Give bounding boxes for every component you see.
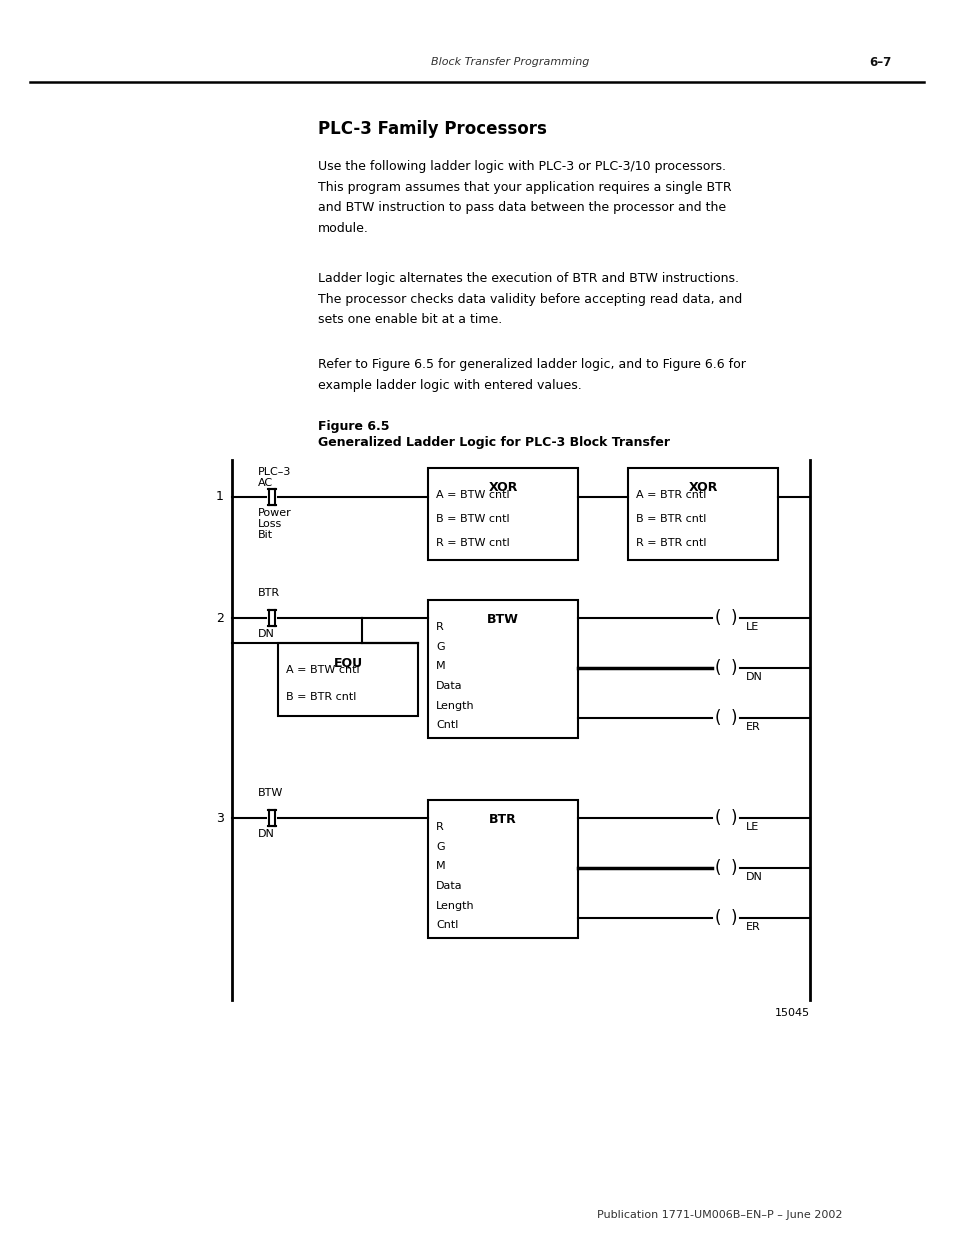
Text: G: G: [436, 642, 444, 652]
Text: BTR: BTR: [257, 588, 280, 598]
Text: Ladder logic alternates the execution of BTR and BTW instructions.
The processor: Ladder logic alternates the execution of…: [317, 272, 741, 326]
Text: DN: DN: [257, 629, 274, 638]
Text: XOR: XOR: [488, 480, 517, 494]
Text: Length: Length: [436, 900, 475, 910]
Text: AC: AC: [257, 478, 273, 488]
Text: A = BTR cntl: A = BTR cntl: [636, 490, 705, 500]
Text: (: (: [714, 659, 720, 677]
Text: Cntl: Cntl: [436, 920, 457, 930]
Text: Use the following ladder logic with PLC-3 or PLC-3/10 processors.
This program a: Use the following ladder logic with PLC-…: [317, 161, 731, 235]
Text: Cntl: Cntl: [436, 720, 457, 730]
Text: Data: Data: [436, 680, 462, 692]
Text: BTR: BTR: [489, 813, 517, 826]
Text: 15045: 15045: [774, 1008, 809, 1018]
Bar: [428, 468, 578, 559]
Text: Data: Data: [436, 881, 462, 890]
Text: R: R: [436, 622, 443, 632]
Text: BTW: BTW: [257, 788, 283, 798]
Text: Bit: Bit: [257, 530, 273, 540]
Text: (: (: [714, 609, 720, 627]
Text: 1: 1: [216, 490, 224, 504]
Text: ): ): [730, 659, 737, 677]
Bar: [428, 600, 578, 739]
Text: G: G: [436, 842, 444, 852]
Text: Refer to Figure 6.5 for generalized ladder logic, and to Figure 6.6 for
example : Refer to Figure 6.5 for generalized ladd…: [317, 358, 745, 391]
Text: ER: ER: [745, 923, 760, 932]
Text: (: (: [714, 909, 720, 927]
Text: PLC–3: PLC–3: [257, 467, 291, 477]
Text: ): ): [730, 909, 737, 927]
Text: 3: 3: [216, 811, 224, 825]
Text: B = BTW cntl: B = BTW cntl: [436, 514, 509, 524]
Bar: [277, 643, 417, 716]
Text: ): ): [730, 860, 737, 877]
Text: M: M: [436, 861, 445, 872]
Text: DN: DN: [745, 672, 762, 682]
Text: Block Transfer Programming: Block Transfer Programming: [431, 57, 589, 67]
Text: A = BTW cntl: A = BTW cntl: [286, 664, 359, 676]
Text: Length: Length: [436, 700, 475, 710]
Text: ER: ER: [745, 722, 760, 732]
Text: EQU: EQU: [334, 656, 362, 669]
Text: R = BTW cntl: R = BTW cntl: [436, 538, 509, 548]
Text: ): ): [730, 809, 737, 827]
Text: Publication 1771-UM006B–EN–P – June 2002: Publication 1771-UM006B–EN–P – June 2002: [597, 1210, 841, 1220]
Text: PLC-3 Family Processors: PLC-3 Family Processors: [317, 120, 546, 138]
Text: M: M: [436, 661, 445, 672]
Text: Loss: Loss: [257, 519, 282, 529]
Text: Figure 6.5: Figure 6.5: [317, 420, 389, 433]
Text: Generalized Ladder Logic for PLC-3 Block Transfer: Generalized Ladder Logic for PLC-3 Block…: [317, 436, 669, 450]
Text: (: (: [714, 860, 720, 877]
Text: R = BTR cntl: R = BTR cntl: [636, 538, 706, 548]
Text: (: (: [714, 809, 720, 827]
Text: (: (: [714, 709, 720, 727]
Text: B = BTR cntl: B = BTR cntl: [286, 692, 356, 701]
Text: Power: Power: [257, 508, 292, 517]
Text: BTW: BTW: [487, 613, 518, 626]
Text: XOR: XOR: [688, 480, 717, 494]
Text: A = BTW cntl: A = BTW cntl: [436, 490, 509, 500]
Text: LE: LE: [745, 823, 759, 832]
Bar: [428, 800, 578, 939]
Text: DN: DN: [745, 872, 762, 882]
Bar: [627, 468, 778, 559]
Text: DN: DN: [257, 829, 274, 839]
Text: R: R: [436, 823, 443, 832]
Text: LE: LE: [745, 622, 759, 632]
Text: ): ): [730, 609, 737, 627]
Text: B = BTR cntl: B = BTR cntl: [636, 514, 705, 524]
Text: ): ): [730, 709, 737, 727]
Text: 2: 2: [216, 611, 224, 625]
Text: 6–7: 6–7: [868, 56, 890, 68]
